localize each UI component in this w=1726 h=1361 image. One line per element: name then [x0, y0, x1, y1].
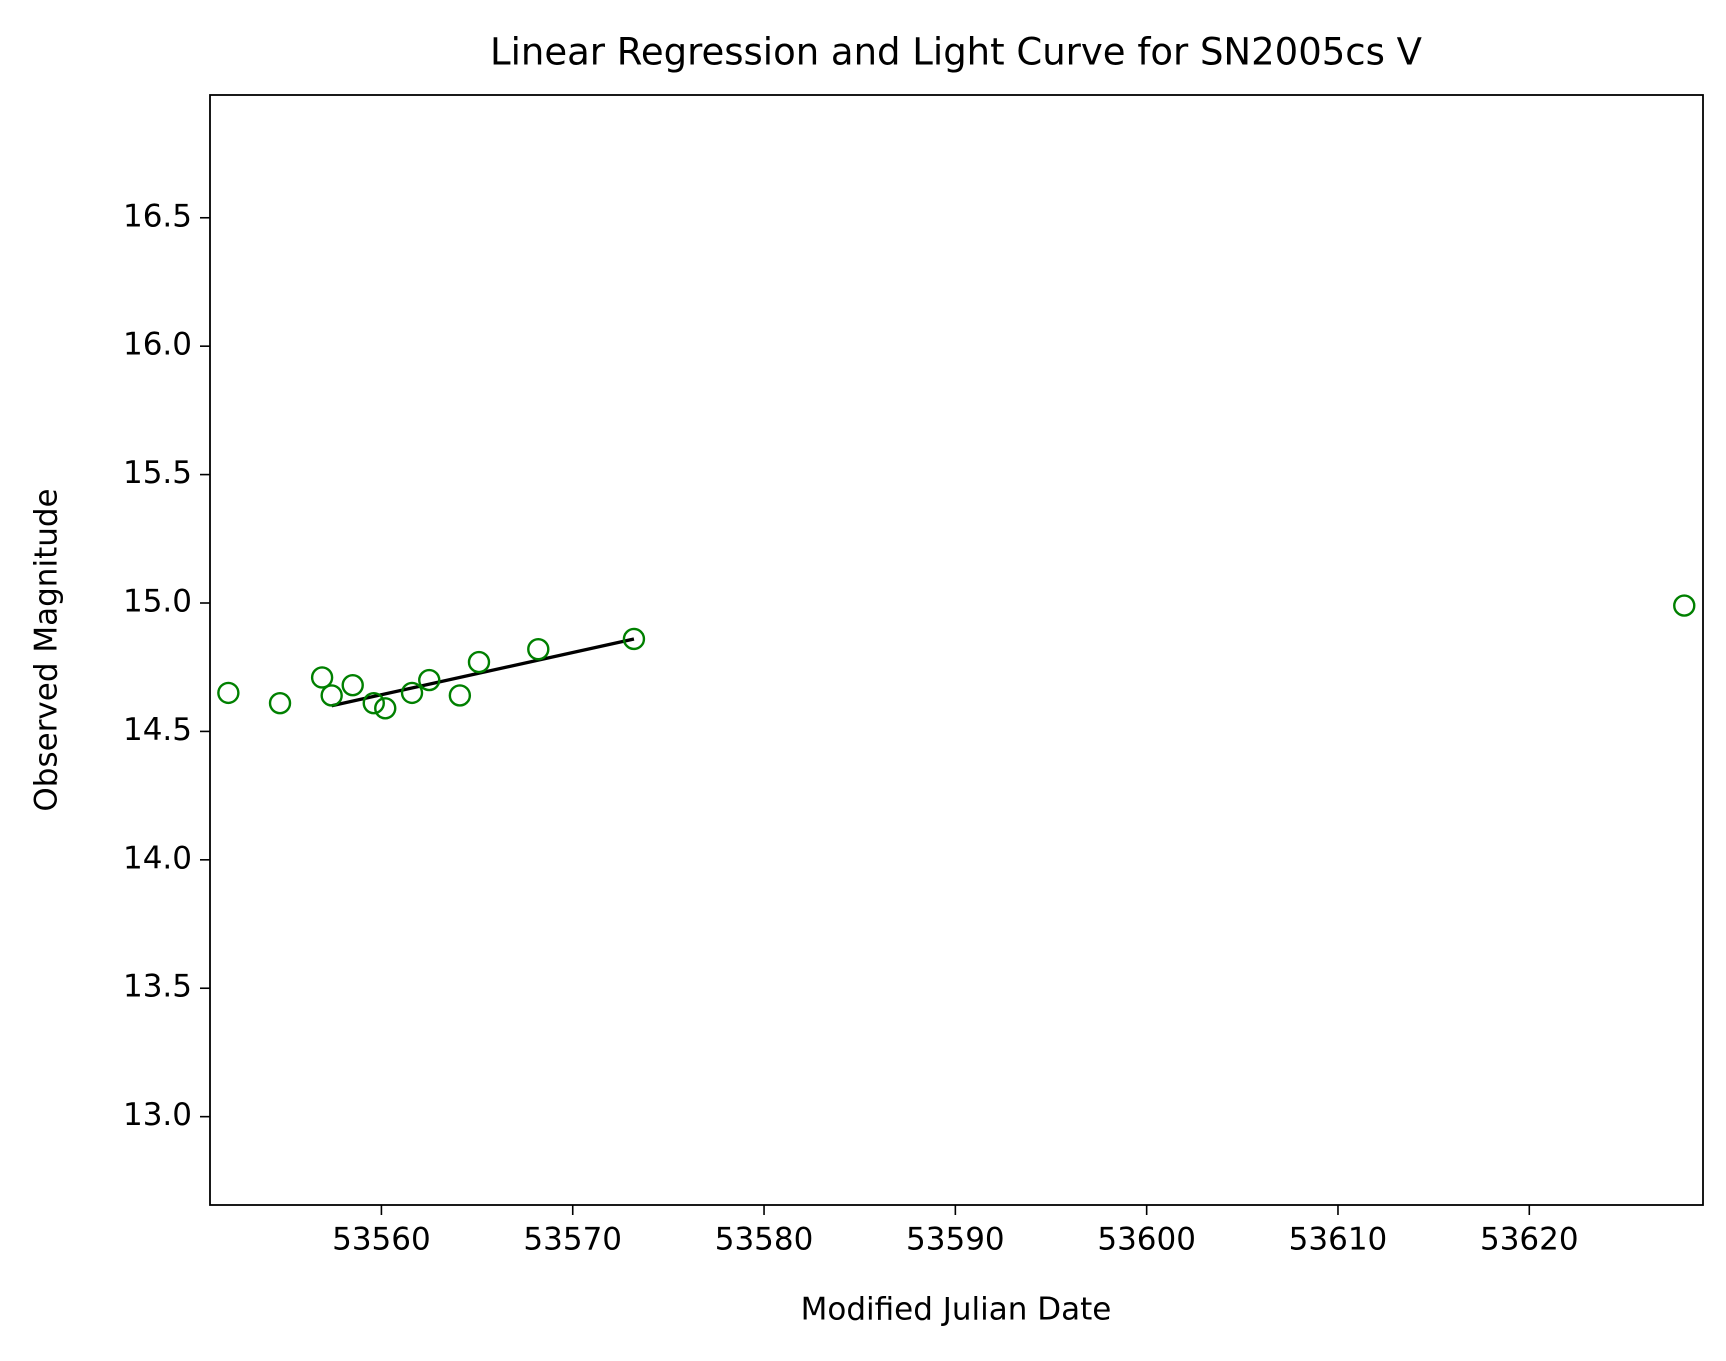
data-point: [418, 668, 441, 692]
data-point: [400, 681, 424, 705]
x-tick-label: 53580: [715, 1222, 814, 1258]
y-tick-label: 16.0: [123, 327, 192, 363]
data-point: [467, 650, 491, 674]
plot-frame: [209, 94, 1704, 1206]
y-axis-label: Observed Magnitude: [29, 488, 65, 811]
data-point: [527, 638, 550, 661]
y-tick-label: 15.5: [123, 455, 192, 491]
y-tick-label: 16.5: [123, 198, 192, 234]
y-tick-label: 13.5: [123, 969, 192, 1005]
y-tick-label: 14.5: [123, 712, 192, 748]
data-point: [268, 691, 292, 715]
y-tick-label: 15.0: [123, 584, 192, 620]
x-tick-label: 53600: [1097, 1222, 1196, 1258]
data-point: [310, 666, 334, 689]
y-tick-label: 14.0: [123, 840, 192, 876]
x-tick-label: 53590: [906, 1222, 1005, 1258]
chart-title: Linear Regression and Light Curve for SN…: [490, 31, 1422, 74]
x-tick-label: 53560: [332, 1222, 431, 1258]
data-point: [448, 684, 472, 707]
x-tick-label: 53570: [523, 1222, 622, 1258]
data-point: [341, 673, 364, 697]
data-point: [320, 684, 343, 707]
data-point: [374, 697, 397, 720]
x-tick-label: 53620: [1480, 1222, 1579, 1258]
data-point: [217, 681, 240, 705]
x-tick-label: 53610: [1289, 1222, 1388, 1258]
data-point: [622, 627, 646, 651]
data-point: [362, 691, 385, 715]
data-point: [1673, 594, 1696, 617]
y-tick-label: 13.0: [123, 1097, 192, 1133]
x-axis-label: Modified Julian Date: [801, 1292, 1112, 1328]
